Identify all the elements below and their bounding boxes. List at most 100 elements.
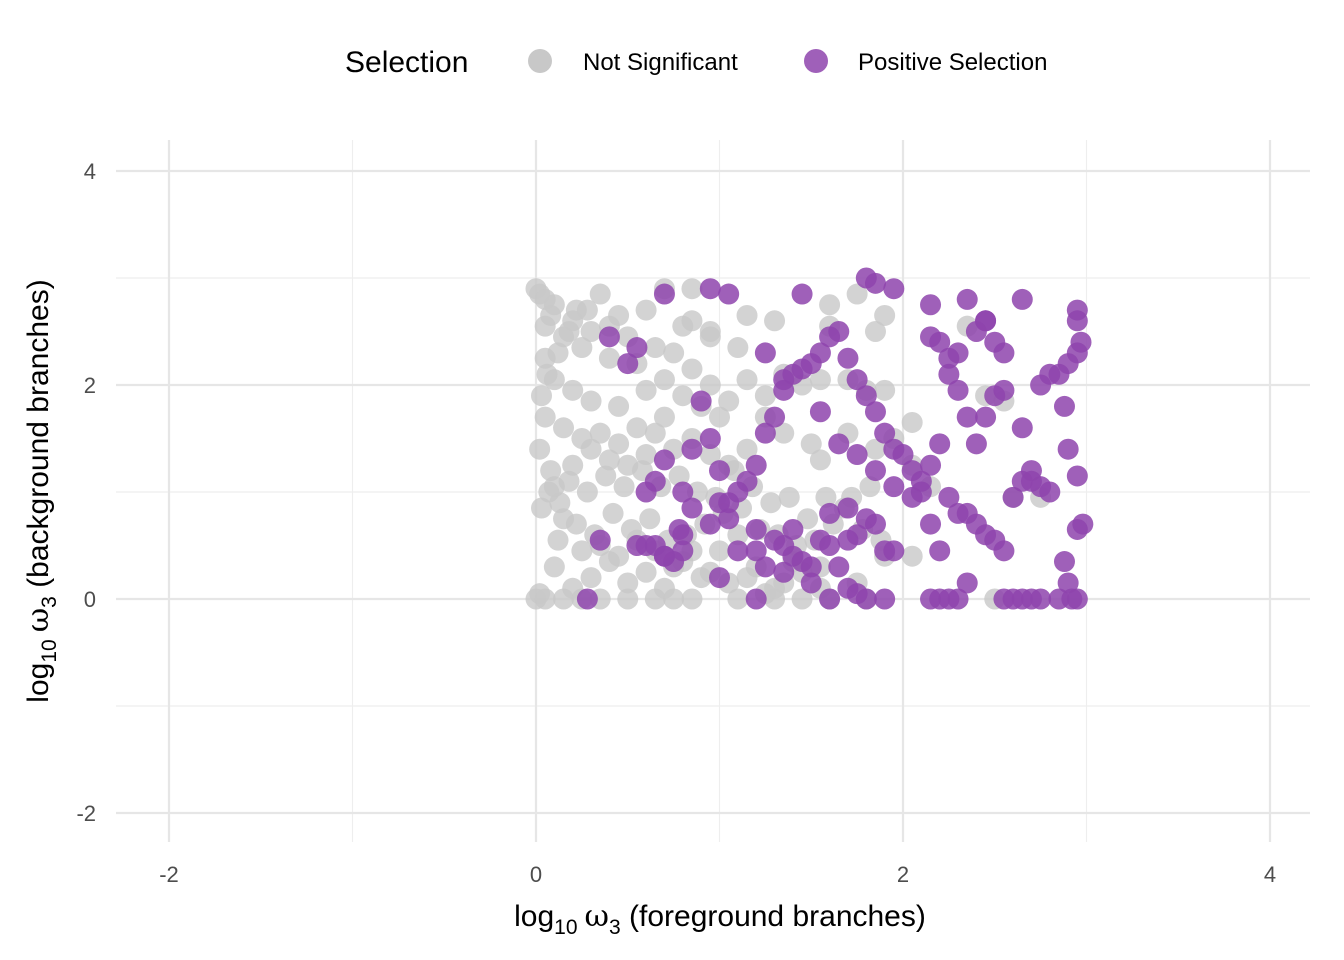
point-positive-selection [791,358,813,380]
point-positive-selection [883,278,905,300]
point-not-significant [553,417,575,439]
legend-swatch-positive-selection [804,49,828,73]
point-not-significant [598,347,620,369]
point-not-significant [549,492,571,514]
point-positive-selection [901,460,923,482]
y-axis-title-omega-sub: 3 [38,596,61,608]
point-not-significant [764,310,786,332]
point-not-significant [644,422,666,444]
point-not-significant [681,310,703,332]
point-positive-selection [1011,588,1033,610]
point-positive-selection [975,406,997,428]
tick-labels: -2 0 2 4 -2 0 2 4 [76,159,1276,887]
point-not-significant [800,433,822,455]
point-not-significant [773,422,795,444]
point-positive-selection [828,556,850,578]
point-positive-selection [1066,310,1088,332]
point-not-significant [639,508,661,530]
point-positive-selection [947,342,969,364]
point-positive-selection [947,379,969,401]
point-positive-selection [1066,518,1088,540]
point-positive-selection [635,481,657,503]
point-not-significant [736,304,758,326]
point-positive-selection [993,379,1015,401]
point-positive-selection [699,513,721,535]
point-positive-selection [800,556,822,578]
y-tick-label: 4 [84,159,96,184]
x-axis-title-omega: ω [585,899,609,934]
point-not-significant [608,433,630,455]
y-tick-label: -2 [76,801,96,826]
x-tick-label: 4 [1264,862,1276,887]
point-not-significant [558,321,580,342]
point-positive-selection [773,369,795,391]
point-not-significant [589,283,611,305]
point-positive-selection [764,406,786,428]
point-not-significant [576,299,598,321]
point-positive-selection [1030,588,1052,610]
point-positive-selection [938,363,960,385]
point-positive-selection [956,406,978,428]
point-positive-selection [782,518,804,540]
point-not-significant [536,363,558,385]
point-not-significant [736,438,758,460]
point-positive-selection [653,283,675,305]
x-axis-title-sub: 10 [554,916,577,939]
point-not-significant [635,379,657,401]
point-positive-selection [663,551,685,573]
point-positive-selection [1066,588,1088,610]
point-positive-selection [617,353,639,375]
point-not-significant [580,438,602,460]
point-not-significant [617,588,639,610]
legend-label-not-significant: Not Significant [583,49,738,76]
point-positive-selection [920,513,942,535]
point-positive-selection [920,294,942,316]
point-not-significant [901,411,923,433]
legend-label-positive-selection: Positive Selection [858,49,1047,76]
point-not-significant [635,299,657,321]
point-positive-selection [929,433,951,455]
point-not-significant [653,406,675,428]
point-positive-selection [1057,438,1079,460]
point-not-significant [595,465,617,487]
point-not-significant [531,497,553,519]
point-not-significant [589,422,611,444]
point-positive-selection [993,342,1015,364]
point-positive-selection [1030,374,1052,396]
x-axis-title-log: log [514,900,554,933]
point-positive-selection [598,326,620,348]
point-positive-selection [718,508,740,530]
point-positive-selection [837,347,859,369]
point-positive-selection [1057,572,1079,594]
point-positive-selection [764,529,786,551]
point-not-significant [718,390,740,412]
point-not-significant [653,369,675,391]
point-not-significant [580,321,602,342]
point-positive-selection [626,337,648,359]
point-positive-selection [864,272,886,294]
point-not-significant [617,454,639,476]
point-positive-selection [819,502,841,524]
point-positive-selection [846,369,868,391]
point-positive-selection [745,454,767,476]
x-axis-title: log10 ω3 (foreground branches) [514,899,926,939]
point-not-significant [663,588,685,610]
point-not-significant [534,406,556,428]
point-not-significant [529,438,551,460]
point-positive-selection [837,497,859,519]
point-positive-selection [956,288,978,310]
point-positive-selection [1053,395,1075,417]
point-not-significant [562,454,584,476]
point-positive-selection [864,401,886,423]
point-not-significant [736,369,758,391]
point-positive-selection [589,529,611,551]
point-not-significant [602,502,624,524]
point-not-significant [635,561,657,583]
point-not-significant [778,486,800,508]
point-not-significant [576,481,598,503]
point-not-significant [644,588,666,610]
point-positive-selection [1066,465,1088,487]
point-positive-selection [800,572,822,594]
